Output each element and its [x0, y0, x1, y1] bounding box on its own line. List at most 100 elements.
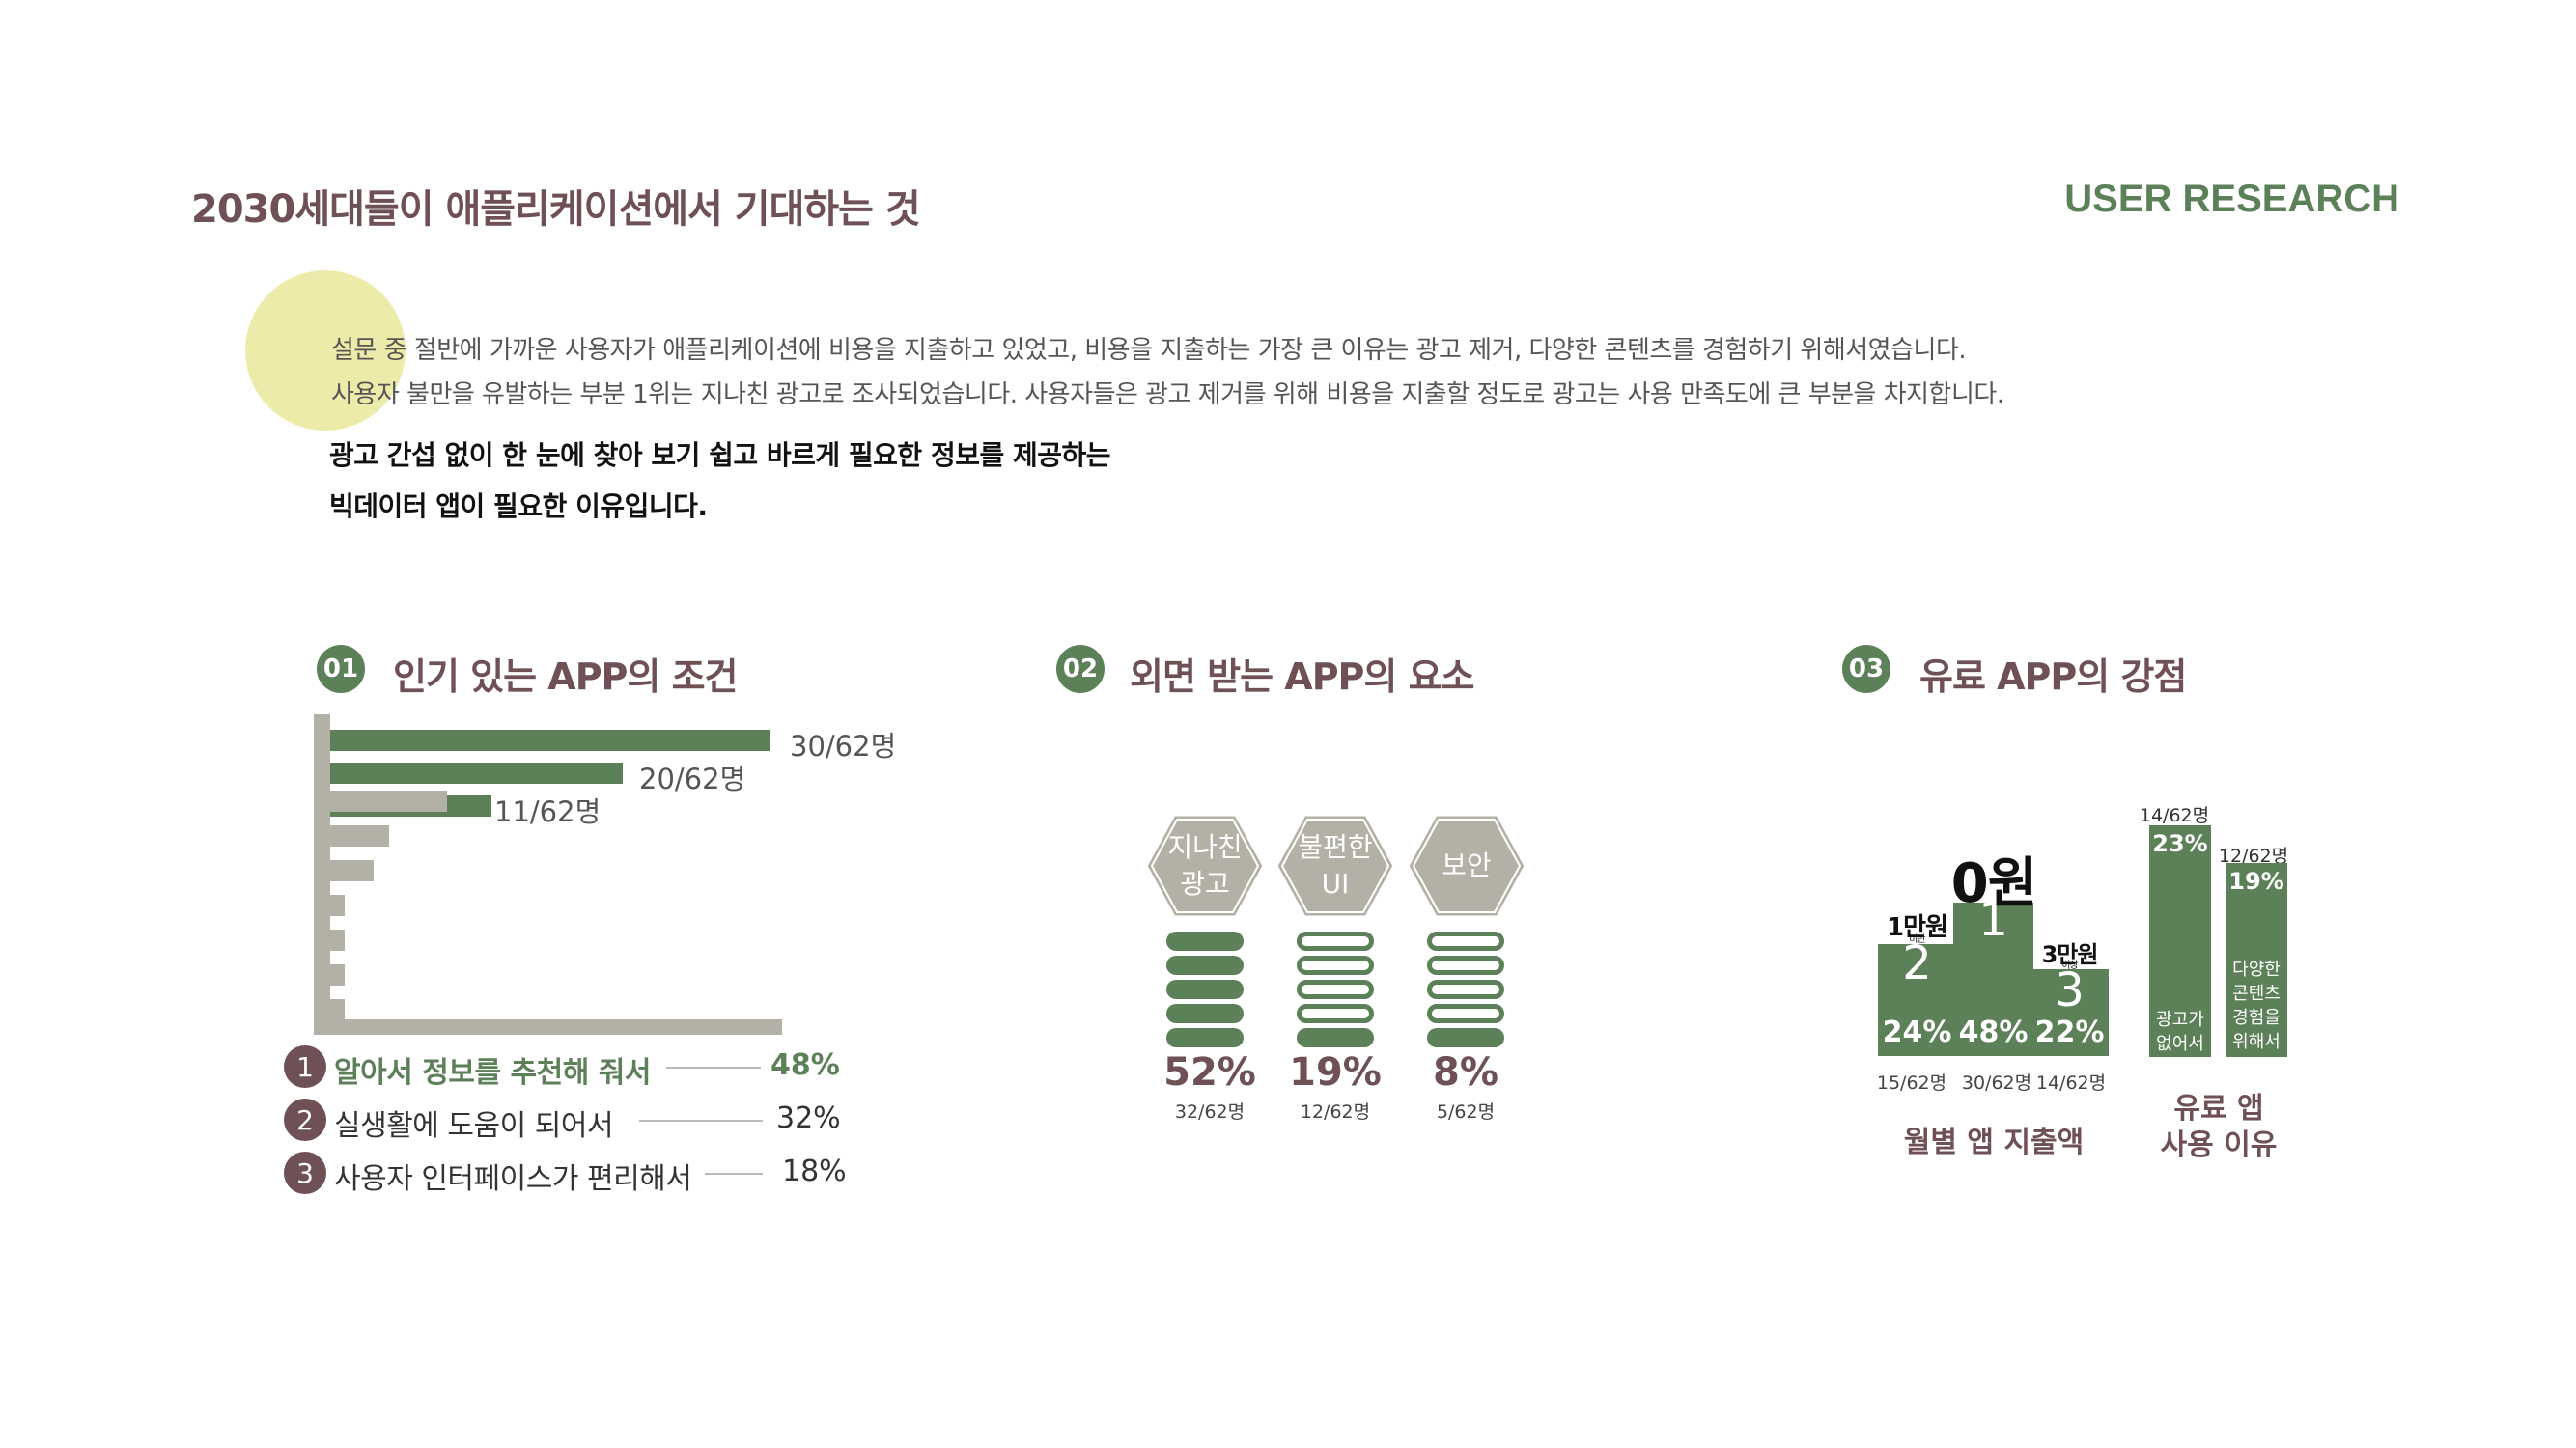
- bar: [330, 999, 345, 1020]
- pill: [1166, 1004, 1244, 1023]
- security-pct: 8%: [1433, 1050, 1498, 1095]
- excessive-ads-pct: 52%: [1163, 1050, 1256, 1095]
- bad-ui-pct: 19%: [1289, 1050, 1382, 1095]
- reason-count-1: 14/62명: [2139, 805, 2210, 826]
- pill: [1297, 956, 1374, 975]
- bar: [330, 763, 623, 784]
- hexagon-label-line-1: 보안: [1442, 849, 1492, 881]
- rank-badge-1: 1: [284, 1045, 326, 1088]
- podium-pct-3: 22%: [2034, 1016, 2105, 1049]
- page-title: 2030세대들이 애플리케이션에서 기대하는 것: [191, 187, 921, 232]
- pill: [1297, 980, 1374, 999]
- podium-pct-2: 24%: [1882, 1016, 1952, 1049]
- reason-bar-no-ads: [2149, 825, 2211, 1057]
- pill: [1297, 1004, 1374, 1023]
- rank-divider: [705, 1173, 763, 1175]
- bar: [330, 730, 770, 751]
- bar-chart-axis-vertical: [314, 714, 330, 1035]
- podium-step-3: [2030, 969, 2109, 1056]
- rank-pct-1: 48%: [770, 1048, 840, 1082]
- section-title-popular-app: 인기 있는 APP의 조건: [393, 655, 739, 698]
- pill: [1297, 932, 1374, 951]
- podium-rank-1: 1: [1978, 893, 2008, 947]
- hexagon-bad-ui: 불편한 UI: [1274, 813, 1396, 919]
- pill: [1297, 1028, 1374, 1047]
- bar-value-label: 20/62명: [639, 763, 746, 795]
- rank-badge-2: 2: [284, 1099, 326, 1141]
- podium-price-3: 3만원: [2041, 941, 2099, 968]
- rank-label-3: 사용자 인터페이스가 편리해서: [334, 1162, 692, 1196]
- intro-line-1: 설문 중 절반에 가까운 사용자가 애플리케이션에 비용을 지출하고 있었고, …: [331, 336, 1967, 365]
- pill-stack-security: [1427, 932, 1504, 1052]
- podium-rank-2: 2: [1902, 936, 1932, 990]
- reason-pct-1: 23%: [2152, 830, 2208, 857]
- reason-pct-2: 19%: [2228, 868, 2284, 895]
- bar: [330, 930, 345, 951]
- decorative-circle: [245, 270, 406, 431]
- section-badge-03: 03: [1842, 645, 1890, 693]
- rank-badge-3: 3: [284, 1152, 326, 1194]
- pill: [1166, 1028, 1244, 1047]
- reason-count-2: 12/62명: [2218, 846, 2289, 867]
- section-badge-01: 01: [317, 645, 365, 693]
- section-title-rejected-app: 외면 받는 APP의 요소: [1130, 655, 1475, 698]
- bar-value-label: 30/62명: [790, 730, 897, 763]
- hexagon-security: 보안: [1406, 813, 1527, 919]
- podium-rank-3: 3: [2055, 963, 2085, 1017]
- hexagon-label-line-2: UI: [1321, 868, 1350, 900]
- rank-divider: [639, 1120, 763, 1122]
- reason-label-1: 광고가 없어서: [2156, 1010, 2204, 1054]
- bar: [330, 895, 345, 916]
- pill: [1166, 956, 1244, 975]
- brand-label: USER RESEARCH: [2064, 178, 2399, 220]
- podium-count-1: 30/62명: [1961, 1072, 2032, 1094]
- rank-pct-3: 18%: [782, 1155, 847, 1188]
- bar: [330, 825, 389, 847]
- intro-bold-line-2: 빅데이터 앱이 필요한 이유입니다.: [329, 490, 708, 522]
- pill: [1427, 1004, 1504, 1023]
- security-count: 5/62명: [1436, 1101, 1496, 1123]
- pill: [1427, 932, 1504, 951]
- podium-price-2: 1만원: [1887, 913, 1948, 942]
- bar-value-label: 11/62명: [494, 795, 602, 828]
- podium-step-2: [1878, 944, 1956, 1056]
- section-badge-02: 02: [1056, 645, 1105, 693]
- podium-price-3-sub: 이상: [2061, 961, 2078, 971]
- pill: [1427, 980, 1504, 999]
- podium-pct-1: 48%: [1958, 1016, 2029, 1049]
- pill: [1427, 1028, 1504, 1047]
- excessive-ads-count: 32/62명: [1174, 1101, 1246, 1123]
- hexagon-icon: [1406, 813, 1527, 919]
- bar: [330, 860, 374, 881]
- podium-step-1: [1953, 903, 2033, 1056]
- podium-count-3: 14/62명: [2035, 1072, 2107, 1094]
- rank-label-2: 실생활에 도움이 되어서: [334, 1109, 614, 1143]
- section-title-paid-app: 유료 APP의 강점: [1919, 655, 2187, 698]
- pill-stack-excessive-ads: [1166, 932, 1244, 1052]
- hexagon-label-line-2: 광고: [1180, 868, 1230, 900]
- pill: [1166, 980, 1244, 999]
- hexagon-label-line-1: 지나친: [1167, 831, 1243, 863]
- reason-label-2: 다양한 콘텐츠 경험을 위해서: [2232, 960, 2281, 1052]
- hexagon-icon: [1274, 813, 1396, 919]
- rank-pct-2: 32%: [776, 1101, 841, 1135]
- rank-label-1: 알아서 정보를 추천해 줘서: [334, 1056, 651, 1090]
- pill-stack-bad-ui: [1297, 932, 1374, 1052]
- hexagon-label-line-1: 불편한: [1298, 831, 1373, 863]
- bar: [330, 791, 447, 812]
- podium-price-2-sub: 미만: [1909, 934, 1925, 945]
- bad-ui-count: 12/62명: [1300, 1101, 1371, 1123]
- reasons-caption: 유료 앱 사용 이유: [2160, 1092, 2278, 1162]
- pill: [1166, 932, 1244, 951]
- reason-bar-content: [2226, 863, 2287, 1057]
- pill: [1427, 956, 1504, 975]
- hexagon-icon: [1144, 813, 1266, 919]
- intro-line-2: 사용자 불만을 유발하는 부분 1위는 지나친 광고로 조사되었습니다. 사용자…: [331, 380, 2004, 409]
- bar: [330, 964, 345, 986]
- podium-caption: 월별 앱 지출액: [1903, 1126, 2085, 1159]
- podium-price-1: 0원: [1950, 852, 2038, 915]
- intro-bold-line-1: 광고 간섭 없이 한 눈에 찾아 보기 쉽고 바르게 필요한 정보를 제공하는: [329, 439, 1111, 471]
- podium-count-2: 15/62명: [1876, 1072, 1947, 1094]
- rank-divider: [666, 1067, 761, 1069]
